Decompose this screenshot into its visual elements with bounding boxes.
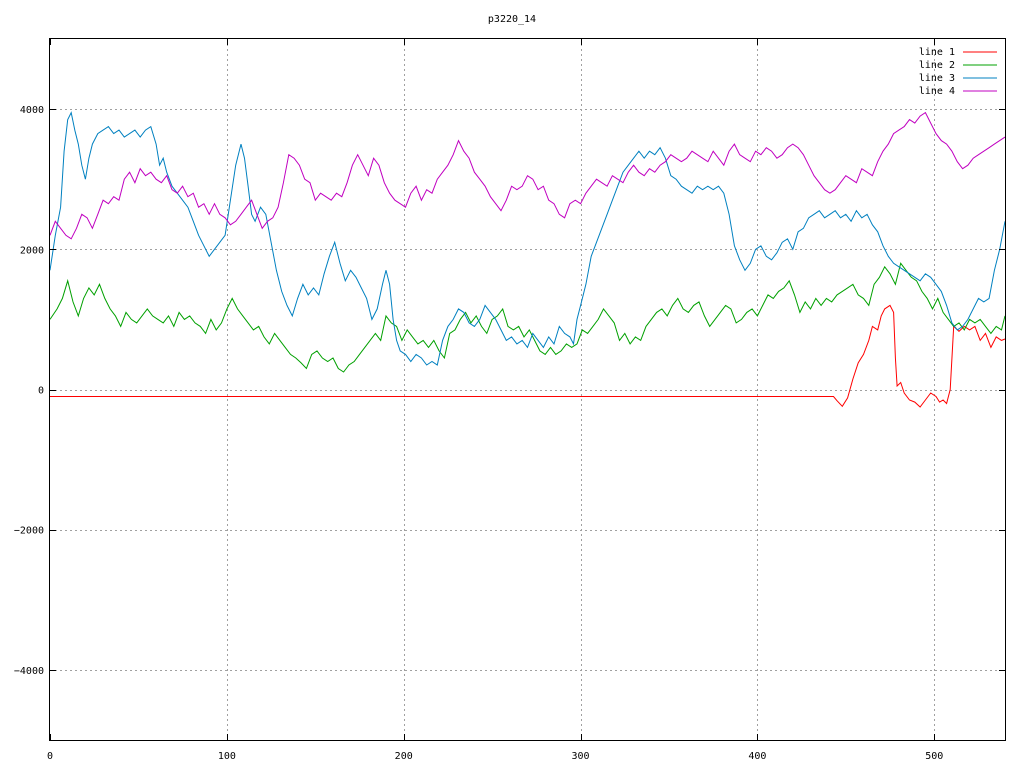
y-tick-label: −4000 — [14, 666, 44, 677]
series-line-3 — [49, 111, 1006, 366]
axes: 0 100 200 300 400 500 −4000 −2000 0 2000 4000 — [14, 39, 1005, 762]
x-tick-label: 300 — [572, 751, 590, 762]
chart-title: p3220_14 — [488, 14, 536, 25]
legend-label-2: line 2 — [919, 60, 955, 71]
y-tick-label: 2000 — [20, 245, 44, 256]
series-lines — [49, 111, 1006, 408]
legend-label-3: line 3 — [919, 73, 955, 84]
legend-label-4: line 4 — [919, 86, 955, 97]
y-tick-label: 0 — [38, 386, 44, 397]
series-line-4 — [49, 111, 1006, 240]
x-tick-label: 100 — [218, 751, 236, 762]
plot-frame — [49, 38, 1006, 741]
series-line-1 — [50, 304, 1006, 408]
y-tick-label: 4000 — [20, 105, 44, 116]
x-tick-label: 200 — [395, 751, 413, 762]
x-tick-label: 500 — [925, 751, 943, 762]
y-tick-label: −2000 — [14, 526, 44, 537]
series-line-2 — [49, 262, 1006, 373]
grid-lines — [50, 39, 1005, 740]
legend: line 1 line 2 line 3 line 4 — [919, 47, 997, 97]
x-tick-label: 0 — [47, 751, 53, 762]
legend-label-1: line 1 — [919, 47, 955, 58]
x-tick-label: 400 — [748, 751, 766, 762]
